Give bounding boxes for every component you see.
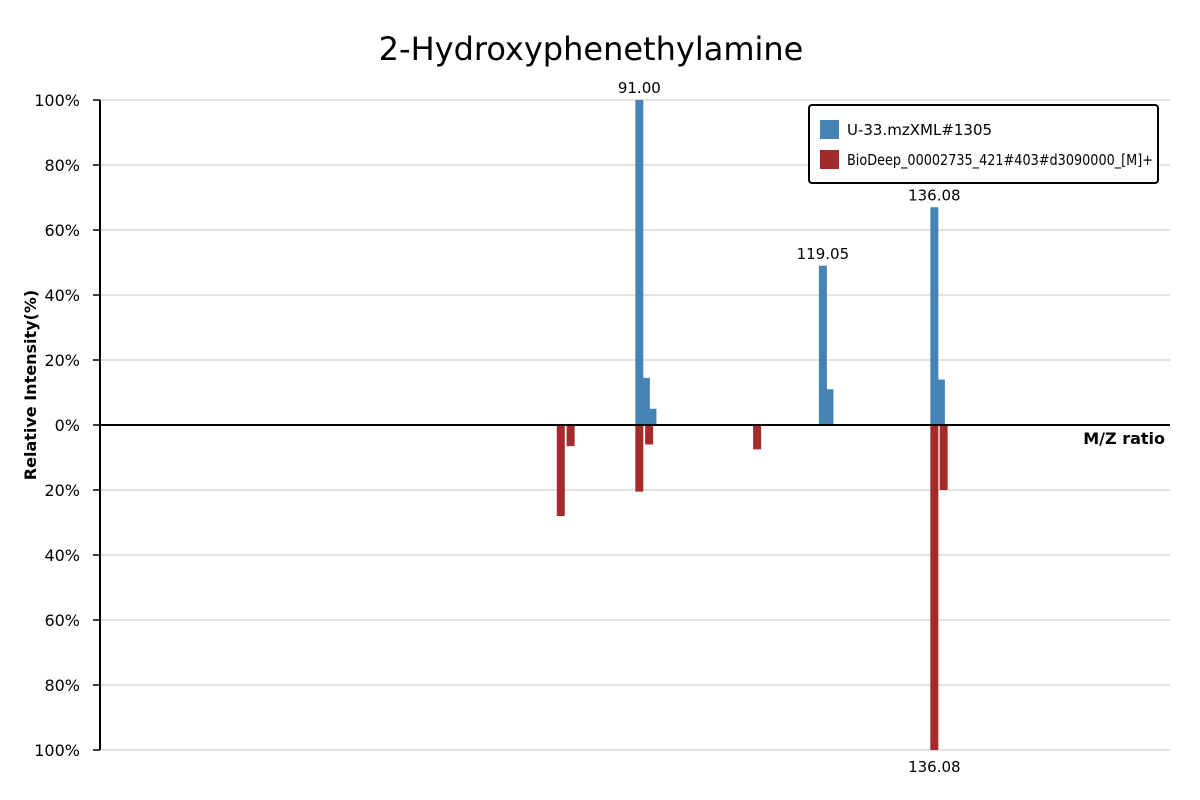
query-peak-label: 119.05 bbox=[797, 245, 850, 263]
y-tick-label: 20% bbox=[44, 351, 80, 370]
y-tick-label: 20% bbox=[44, 481, 80, 500]
reference-peak-bar bbox=[556, 425, 565, 516]
y-tick-label: 60% bbox=[44, 611, 80, 630]
y-tick-label: 80% bbox=[44, 156, 80, 175]
chart-title: 2-Hydroxyphenethylamine bbox=[379, 30, 804, 68]
legend-swatch-reference bbox=[820, 150, 839, 169]
reference-peak-bar bbox=[566, 425, 575, 447]
query-peak-bar bbox=[648, 408, 657, 425]
legend-label-query: U-33.mzXML#1305 bbox=[847, 121, 992, 139]
query-peak-bar bbox=[936, 379, 945, 425]
y-tick-label: 100% bbox=[34, 91, 80, 110]
y-tick-label: 40% bbox=[44, 286, 80, 305]
query-peak-bar bbox=[818, 265, 827, 425]
query-peak-label: 136.08 bbox=[908, 186, 961, 204]
reference-peak-bar bbox=[930, 425, 939, 750]
legend-label-reference: BioDeep_00002735_421#403#d3090000_[M]+ bbox=[847, 151, 1153, 170]
legend-swatch-query bbox=[820, 120, 839, 139]
y-axis-label: Relative Intensity(%) bbox=[21, 290, 40, 480]
query-peak-bar bbox=[635, 100, 644, 425]
reference-peak-bar bbox=[753, 425, 762, 450]
reference-peak-bar bbox=[645, 425, 654, 445]
query-peak-label: 91.00 bbox=[618, 79, 661, 97]
legend-box bbox=[808, 104, 1159, 184]
query-peak-bar bbox=[641, 377, 650, 425]
spectrum-bars bbox=[556, 100, 948, 750]
y-tick-label: 80% bbox=[44, 676, 80, 695]
peak-labels: 91.00 119.05 136.08 136.08 bbox=[618, 79, 961, 776]
reference-peak-bar bbox=[939, 425, 948, 490]
query-peak-bar bbox=[930, 207, 939, 425]
y-tick-label: 100% bbox=[34, 741, 80, 760]
legend: U-33.mzXML#1305 BioDeep_00002735_421#403… bbox=[808, 104, 1159, 184]
query-peak-bar bbox=[825, 389, 834, 425]
y-axis-ticks: 100% 80% 60% 40% 20% 0% 20% 40% 60% 80% 100% bbox=[34, 91, 100, 760]
reference-peak-bar bbox=[635, 425, 644, 492]
y-tick-label: 40% bbox=[44, 546, 80, 565]
reference-peak-label: 136.08 bbox=[908, 758, 961, 776]
y-tick-label: 60% bbox=[44, 221, 80, 240]
x-axis-label: M/Z ratio bbox=[1083, 429, 1165, 448]
y-tick-label: 0% bbox=[55, 416, 80, 435]
